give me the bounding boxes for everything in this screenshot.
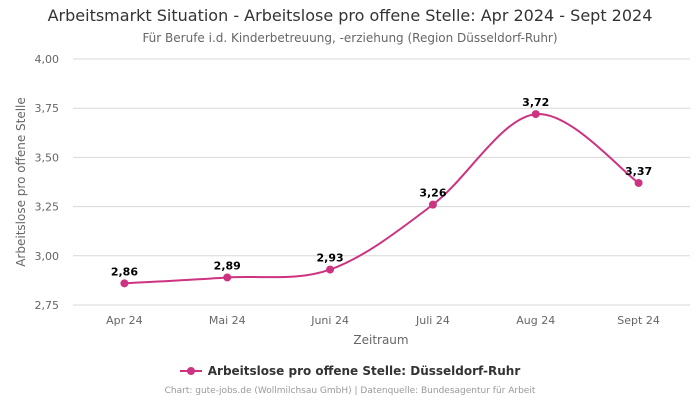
y-axis-ticks: 2,75 3,00 3,25 3,50 3,75 4,00 bbox=[35, 53, 60, 312]
data-label: 3,72 bbox=[522, 96, 549, 109]
x-axis-title: Zeitraum bbox=[353, 333, 408, 347]
data-label: 2,86 bbox=[111, 265, 138, 278]
legend-marker-icon bbox=[179, 365, 202, 377]
x-tick-label: Mai 24 bbox=[209, 314, 246, 327]
data-point[interactable] bbox=[326, 265, 335, 274]
y-axis-title: Arbeitslose pro offene Stelle bbox=[14, 97, 28, 267]
legend-label: Arbeitslose pro offene Stelle: Düsseldor… bbox=[207, 364, 521, 378]
data-point[interactable] bbox=[634, 178, 643, 187]
x-tick-label: Juni 24 bbox=[310, 314, 349, 327]
x-axis-ticks: Apr 24 Mai 24 Juni 24 Juli 24 Aug 24 Sept 24 bbox=[106, 314, 660, 327]
series-layer bbox=[120, 110, 643, 288]
y-tick-label: 3,00 bbox=[35, 250, 60, 263]
x-tick-label: Sept 24 bbox=[617, 314, 660, 327]
data-label: 2,89 bbox=[214, 259, 241, 272]
data-point[interactable] bbox=[428, 200, 437, 209]
legend[interactable]: Arbeitslose pro offene Stelle: Düsseldor… bbox=[0, 364, 700, 378]
x-tick-label: Apr 24 bbox=[106, 314, 143, 327]
data-label: 3,37 bbox=[625, 165, 652, 178]
data-label: 2,93 bbox=[317, 252, 344, 265]
chart-credits: Chart: gute-jobs.de (Wollmilchsau GmbH) … bbox=[164, 386, 536, 396]
y-tick-label: 2,75 bbox=[35, 299, 60, 312]
x-tick-label: Juli 24 bbox=[415, 314, 450, 327]
chart-subtitle: Für Berufe i.d. Kinderbetreuung, -erzieh… bbox=[142, 31, 558, 45]
data-point[interactable] bbox=[531, 110, 540, 119]
data-point[interactable] bbox=[223, 273, 232, 282]
y-tick-label: 3,25 bbox=[35, 201, 60, 214]
chart-title: Arbeitsmarkt Situation - Arbeitslose pro… bbox=[47, 6, 653, 25]
x-tick-label: Aug 24 bbox=[516, 314, 555, 327]
data-point[interactable] bbox=[120, 279, 129, 288]
data-label: 3,26 bbox=[419, 187, 446, 200]
y-tick-label: 3,50 bbox=[35, 151, 60, 164]
y-tick-label: 4,00 bbox=[35, 53, 60, 66]
series-line bbox=[124, 113, 640, 285]
data-label-layer: 2,86 2,89 2,93 3,26 3,72 3,37 bbox=[111, 96, 652, 278]
grid-layer bbox=[73, 58, 690, 306]
y-tick-label: 3,75 bbox=[35, 102, 60, 115]
